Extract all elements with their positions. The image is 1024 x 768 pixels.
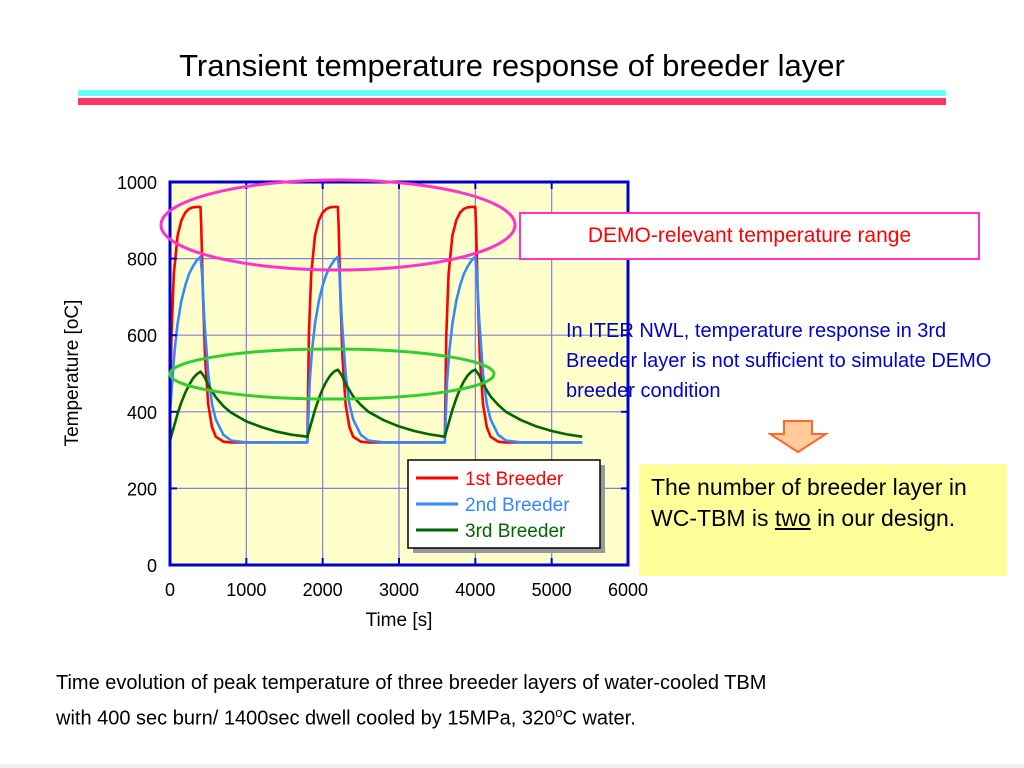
ticks bbox=[169, 181, 629, 566]
conclusion-text-end: in our design. bbox=[810, 505, 956, 531]
conclusion-box: The number of breeder layer in WC-TBM is… bbox=[639, 464, 1007, 576]
tick-labels: 0 1000 2000 3000 4000 5000 6000 0 200 400 600 800 10… bbox=[117, 173, 648, 600]
series-line-3 bbox=[168, 368, 583, 441]
y-tick-label: 0 bbox=[147, 556, 157, 576]
caption-degree-sup: o bbox=[555, 705, 563, 720]
figure-caption: Time evolution of peak temperature of th… bbox=[56, 668, 996, 734]
series-line-2 bbox=[168, 255, 583, 444]
x-tick-label: 5000 bbox=[532, 580, 572, 600]
x-axis-label: Time [s] bbox=[366, 610, 433, 631]
iter-range-ellipse bbox=[168, 347, 496, 401]
demo-range-ellipse bbox=[159, 178, 517, 272]
slide-title: Transient temperature response of breede… bbox=[179, 48, 845, 83]
legend-label-2: 2nd Breeder bbox=[465, 495, 570, 516]
y-axis-label: Temperature [oC] bbox=[62, 300, 83, 447]
x-tick-label: 2000 bbox=[303, 580, 343, 600]
conclusion-text: The number of breeder layer in WC-TBM is bbox=[651, 474, 967, 531]
iter-note: In ITER NWL, temperature response in 3rd… bbox=[566, 320, 992, 402]
legend-label-3: 3rd Breeder bbox=[465, 521, 566, 542]
x-tick-label: 0 bbox=[165, 580, 175, 600]
y-tick-label: 400 bbox=[127, 403, 157, 423]
conclusion-emphasis: two bbox=[774, 505, 811, 531]
caption-line-1: Time evolution of peak temperature of th… bbox=[56, 672, 767, 694]
footer-line bbox=[0, 764, 1024, 768]
title-rule-red bbox=[78, 98, 946, 105]
down-arrow-icon bbox=[768, 420, 830, 454]
title-rule-cyan bbox=[78, 90, 946, 96]
y-tick-label: 200 bbox=[127, 479, 157, 499]
x-tick-label: 6000 bbox=[608, 580, 648, 600]
y-tick-label: 600 bbox=[127, 326, 157, 346]
legend: 1st Breeder 2nd Breeder 3rd Breeder bbox=[407, 459, 605, 553]
caption-line-2: with 400 sec burn/ 1400sec dwell cooled … bbox=[56, 707, 556, 730]
y-tick-label: 800 bbox=[127, 250, 157, 270]
x-tick-label: 1000 bbox=[226, 580, 266, 600]
legend-label-1: 1st Breeder bbox=[465, 469, 564, 490]
series-line-1 bbox=[168, 205, 583, 444]
demo-range-callout: DEMO-relevant temperature range bbox=[519, 212, 980, 260]
series-layer bbox=[168, 205, 583, 444]
x-tick-label: 3000 bbox=[379, 580, 419, 600]
x-tick-label: 4000 bbox=[455, 580, 495, 600]
y-tick-label: 1000 bbox=[117, 173, 157, 193]
caption-line-2-end: C water. bbox=[562, 707, 636, 730]
